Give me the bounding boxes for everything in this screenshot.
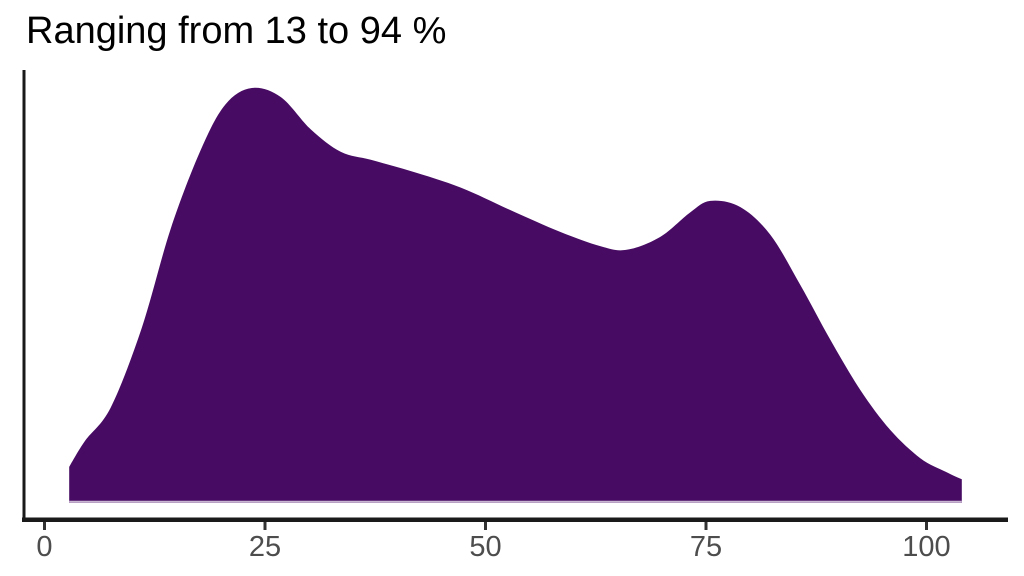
x-axis-tick <box>704 522 708 530</box>
x-tick-label: 0 <box>36 531 52 563</box>
x-tick-label: 100 <box>902 531 950 563</box>
density-area <box>69 87 962 503</box>
chart-title: Ranging from 13 to 94 % <box>26 10 447 52</box>
x-axis-tick <box>484 522 487 530</box>
x-axis-tick <box>43 522 46 530</box>
x-tick-label: 25 <box>249 531 281 563</box>
x-tick-label: 75 <box>690 531 722 563</box>
x-axis-line <box>22 517 1008 522</box>
x-axis-tick <box>263 522 267 530</box>
x-axis-tick <box>925 522 928 530</box>
y-axis-line <box>22 70 26 522</box>
x-tick-label: 50 <box>469 531 501 563</box>
